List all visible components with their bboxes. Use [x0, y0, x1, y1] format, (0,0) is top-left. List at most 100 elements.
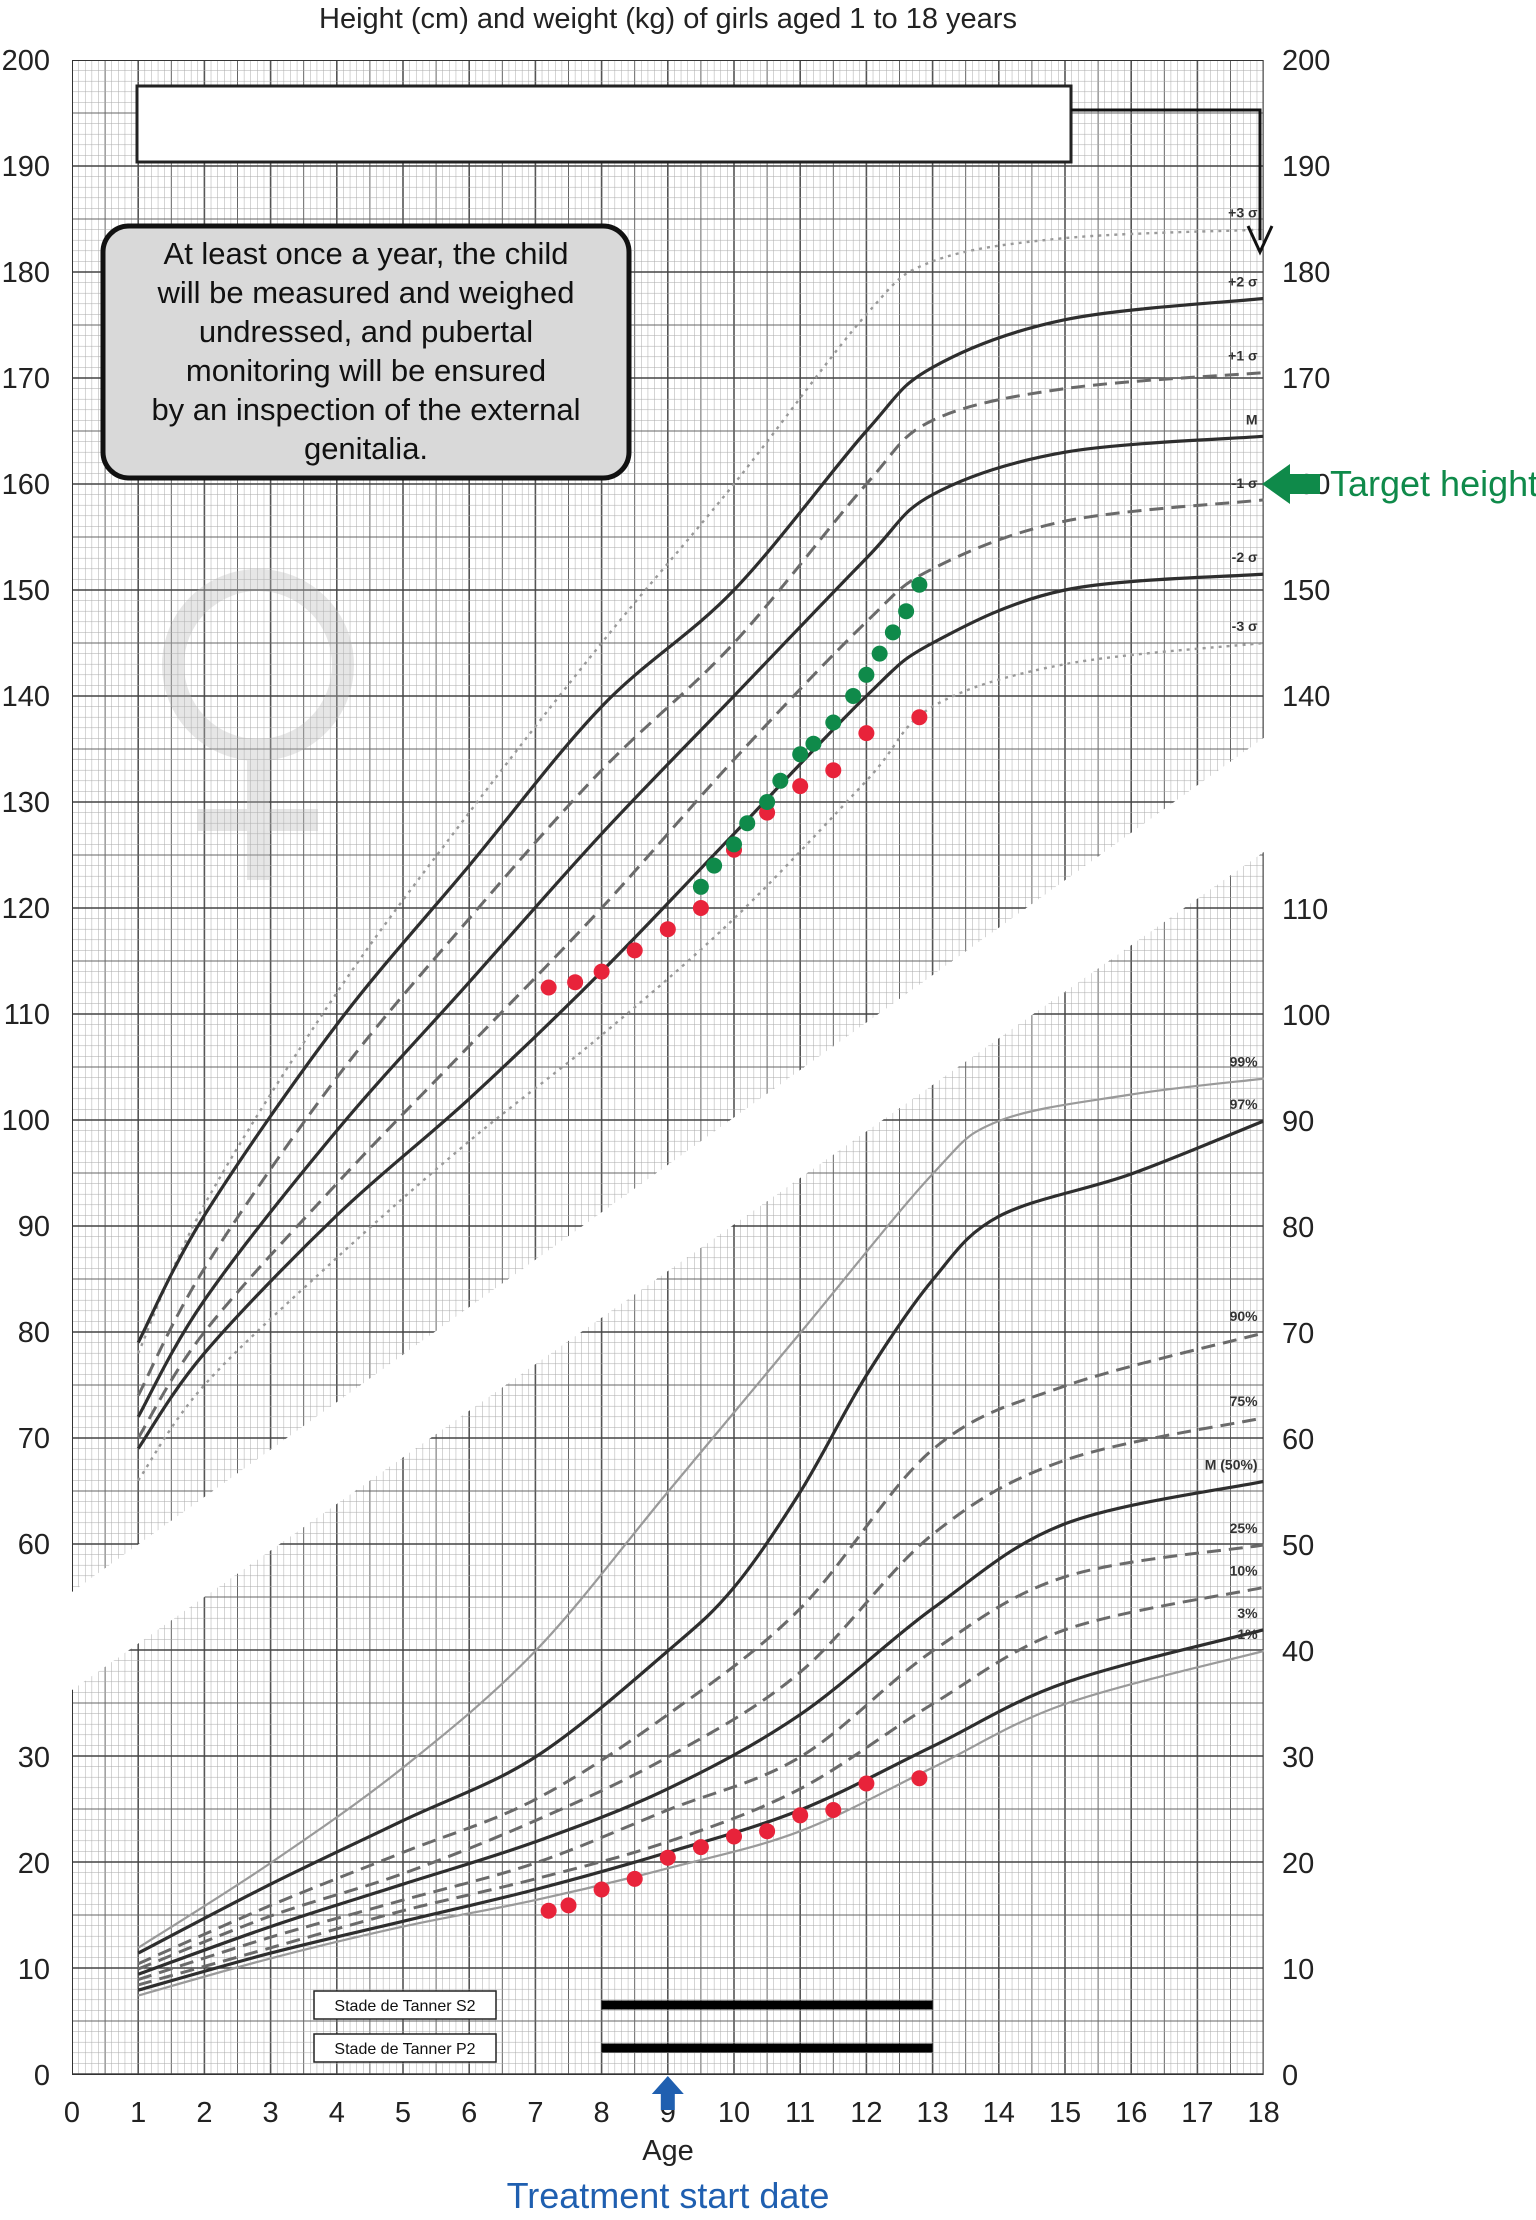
tanner-label-box	[313, 2033, 497, 2063]
left-tick-label: 150	[2, 575, 50, 607]
height-point-red	[825, 762, 842, 779]
right-tick-label: 70	[1282, 1318, 1314, 1350]
weight-curve	[137, 1416, 1264, 1971]
x-tick-label: 13	[916, 2097, 948, 2129]
right-tick-label: 50	[1282, 1530, 1314, 1562]
weight-curve	[137, 1479, 1264, 1976]
weight-curve	[137, 1543, 1264, 1982]
right-tick-label: 80	[1282, 1212, 1314, 1244]
height-point-green	[692, 878, 709, 895]
height-point-red	[911, 709, 928, 726]
left-tick-label: 30	[18, 1742, 50, 1774]
left-tick-label: 90	[18, 1211, 50, 1243]
height-point-green	[726, 836, 742, 853]
weight-point-red	[626, 1870, 643, 1887]
left-tick-label: 10	[18, 1954, 50, 1986]
right-tick-label: 30	[1282, 1742, 1314, 1774]
right-tick-label: 40	[1282, 1636, 1314, 1668]
left-tick-label: 120	[2, 893, 50, 925]
height-curve-label: +1 σ	[1228, 348, 1258, 364]
height-point-red	[692, 900, 709, 916]
left-tick-label: 110	[4, 999, 50, 1031]
right-tick-label: 150	[1282, 575, 1330, 607]
height-curve	[136, 371, 1264, 1397]
tanner-label: Stade de Tanner P2	[334, 2041, 475, 2058]
female-symbol-watermark	[162, 569, 354, 880]
left-tick-label: 140	[2, 681, 50, 713]
height-curve	[136, 434, 1264, 1418]
weight-point-red	[726, 1828, 742, 1845]
right-tick-label: 140	[1282, 681, 1330, 713]
x-tick-label: 6	[461, 2097, 477, 2129]
weight-point-red	[759, 1823, 776, 1840]
height-point-green	[706, 857, 723, 874]
weight-point-red	[540, 1902, 557, 1919]
left-tick-label: 170	[2, 363, 50, 395]
weight-curve-label: 97%	[1230, 1096, 1259, 1112]
height-curve-label: +2 σ	[1228, 274, 1258, 290]
x-tick-label: 12	[850, 2097, 882, 2129]
separator-band	[72, 738, 1264, 1690]
weight-curve-label: 75%	[1230, 1393, 1259, 1409]
x-tick-label: 10	[718, 2097, 750, 2129]
weight-curve-label: 1%	[1237, 1626, 1258, 1642]
height-point-red	[626, 942, 643, 959]
height-point-green	[871, 645, 888, 662]
x-tick-label: 0	[64, 2097, 80, 2129]
left-tick-label: 0	[34, 2060, 50, 2092]
weight-curve	[137, 1119, 1264, 1955]
tanner-label: Stade de Tanner S2	[334, 1998, 475, 2015]
annotation-text: At least once a year, the child will be m…	[151, 236, 580, 466]
x-tick-label: 4	[329, 2097, 345, 2129]
height-curve-label: -2 σ	[1232, 549, 1258, 565]
weight-point-red	[593, 1881, 610, 1898]
x-tick-label: 3	[263, 2097, 279, 2129]
weight-point-red	[825, 1802, 842, 1818]
target-height-marker: Target height	[1262, 463, 1536, 504]
weight-curves	[137, 1077, 1264, 1997]
left-tick-label: 100	[2, 1105, 50, 1137]
height-curve	[136, 572, 1264, 1450]
height-point-red	[792, 778, 809, 795]
weight-curve	[137, 1585, 1264, 1987]
weight-point-red	[858, 1775, 875, 1792]
height-curve	[136, 498, 1264, 1439]
weight-point-red	[911, 1770, 928, 1787]
left-tick-label: 190	[2, 151, 50, 183]
weight-point-red	[792, 1807, 809, 1824]
right-tick-label: 0	[1282, 2060, 1298, 2092]
height-point-green	[858, 666, 875, 683]
right-tick-label: 200	[1282, 45, 1330, 77]
weight-point-red	[692, 1839, 709, 1856]
right-tick-label: 10	[1282, 1954, 1314, 1986]
x-tick-label: 15	[1049, 2097, 1081, 2129]
weight-curve-label: M (50%)	[1205, 1456, 1258, 1472]
left-tick-label: 180	[2, 257, 50, 289]
x-tick-label: 5	[395, 2097, 411, 2129]
right-tick-label: 180	[1282, 257, 1330, 289]
weight-curve-label: 90%	[1230, 1308, 1259, 1324]
x-tick-label: 16	[1115, 2097, 1147, 2129]
right-tick-label: 190	[1282, 151, 1330, 183]
annotation-box	[100, 223, 632, 481]
height-point-green	[898, 603, 915, 620]
height-curve-label: -1 σ	[1232, 475, 1258, 491]
left-tick-label: 60	[18, 1529, 50, 1561]
left-tick-label: 160	[2, 469, 50, 501]
height-curve-label: +3 σ	[1228, 205, 1258, 221]
left-tick-label: 20	[18, 1848, 50, 1880]
weight-point-red	[560, 1897, 577, 1914]
height-point-red	[593, 963, 610, 980]
x-tick-label: 14	[983, 2097, 1015, 2129]
height-curves	[136, 228, 1264, 1482]
tanner-label-box	[313, 1990, 497, 2020]
height-point-green	[792, 746, 809, 763]
target-height-label: Target height	[1330, 463, 1536, 504]
right-tick-label: 100	[1282, 1000, 1330, 1032]
height-point-green	[759, 794, 776, 810]
height-curve-label: M	[1246, 411, 1258, 427]
x-tick-label: 1	[130, 2097, 146, 2129]
x-tick-label: 2	[196, 2097, 212, 2129]
weight-curve	[137, 1331, 1264, 1966]
height-point-green	[805, 735, 822, 752]
